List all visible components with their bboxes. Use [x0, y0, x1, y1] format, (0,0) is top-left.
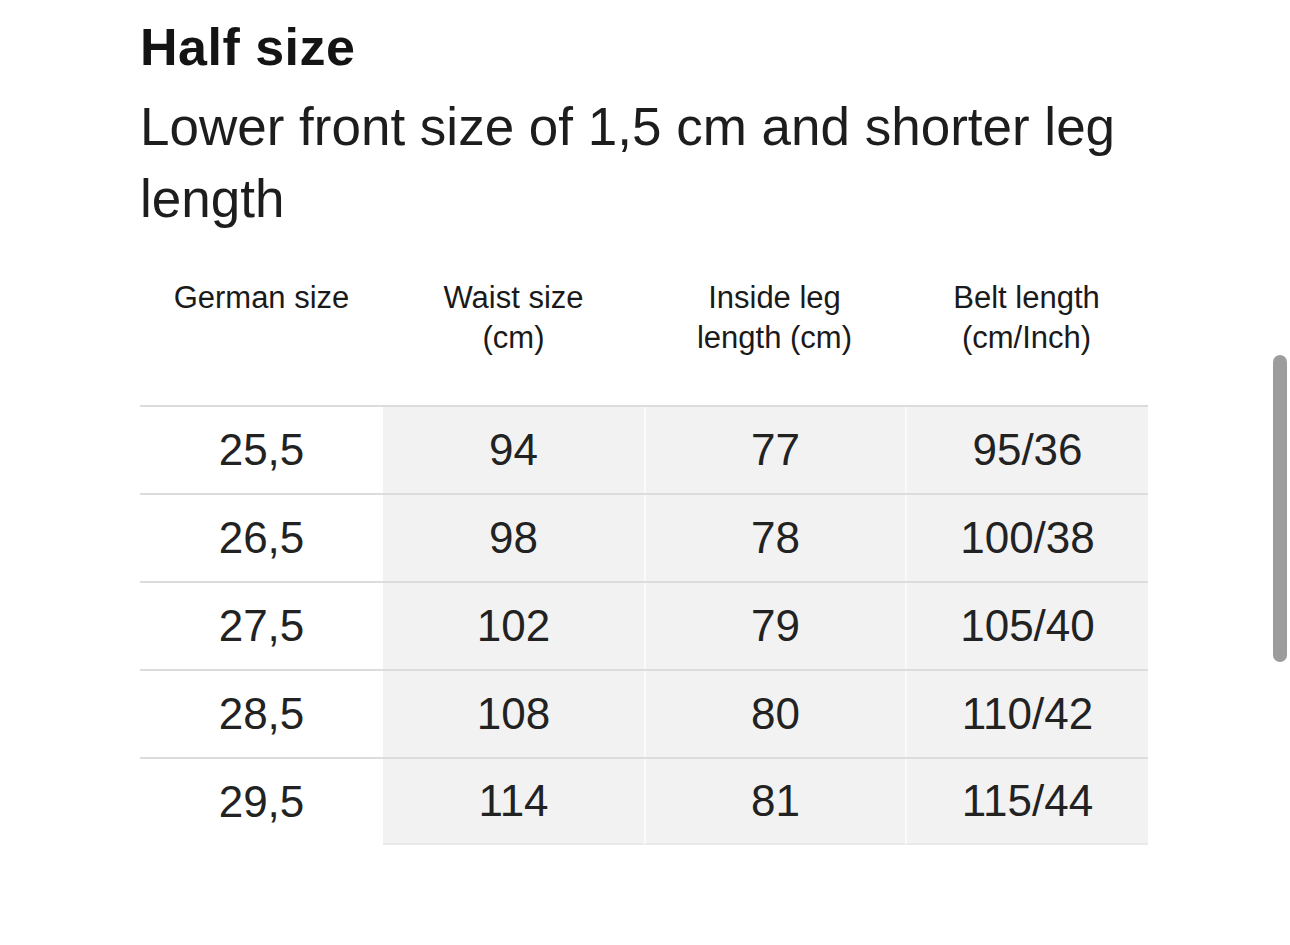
column-header-belt-length: Belt length (cm/Inch) [905, 278, 1148, 405]
table-row: 28,5 108 80 110/42 [140, 669, 1148, 757]
cell-belt-length: 100/38 [905, 495, 1148, 581]
cell-belt-length: 110/42 [905, 671, 1148, 757]
table-row: 29,5 114 81 115/44 [140, 757, 1148, 845]
cell-waist-size: 108 [383, 671, 644, 757]
column-header-line: Waist size [383, 278, 644, 318]
page-title: Half size [140, 0, 1170, 73]
column-header-line: (cm/Inch) [905, 318, 1148, 358]
table-row: 27,5 102 79 105/40 [140, 581, 1148, 669]
column-header-line: length (cm) [644, 318, 905, 358]
column-header-waist-size: Waist size (cm) [383, 278, 644, 405]
cell-inside-leg-length: 78 [644, 495, 905, 581]
column-header-line: Belt length [905, 278, 1148, 318]
table-row: 26,5 98 78 100/38 [140, 493, 1148, 581]
cell-german-size: 28,5 [140, 671, 383, 757]
cell-waist-size: 114 [383, 759, 644, 845]
column-header-line: German size [140, 278, 383, 318]
cell-german-size: 25,5 [140, 407, 383, 493]
cell-waist-size: 102 [383, 583, 644, 669]
scrollbar-thumb[interactable] [1273, 355, 1287, 662]
cell-waist-size: 94 [383, 407, 644, 493]
page-subtitle: Lower front size of 1,5 cm and shorter l… [140, 91, 1160, 235]
cell-waist-size: 98 [383, 495, 644, 581]
table-row: 25,5 94 77 95/36 [140, 405, 1148, 493]
cell-german-size: 26,5 [140, 495, 383, 581]
cell-belt-length: 105/40 [905, 583, 1148, 669]
cell-inside-leg-length: 79 [644, 583, 905, 669]
column-header-line: Inside leg [644, 278, 905, 318]
cell-inside-leg-length: 80 [644, 671, 905, 757]
column-header-line: (cm) [383, 318, 644, 358]
table-body: 25,5 94 77 95/36 26,5 98 78 100/38 27,5 … [140, 405, 1148, 845]
cell-belt-length: 95/36 [905, 407, 1148, 493]
cell-inside-leg-length: 81 [644, 759, 905, 845]
size-table: German size Waist size (cm) Inside leg l… [140, 278, 1148, 845]
column-header-german-size: German size [140, 278, 383, 405]
size-guide-page: Half size Lower front size of 1,5 cm and… [140, 0, 1170, 945]
cell-inside-leg-length: 77 [644, 407, 905, 493]
column-header-inside-leg-length: Inside leg length (cm) [644, 278, 905, 405]
table-header-row: German size Waist size (cm) Inside leg l… [140, 278, 1148, 405]
cell-german-size: 29,5 [140, 759, 383, 845]
cell-belt-length: 115/44 [905, 759, 1148, 845]
cell-german-size: 27,5 [140, 583, 383, 669]
